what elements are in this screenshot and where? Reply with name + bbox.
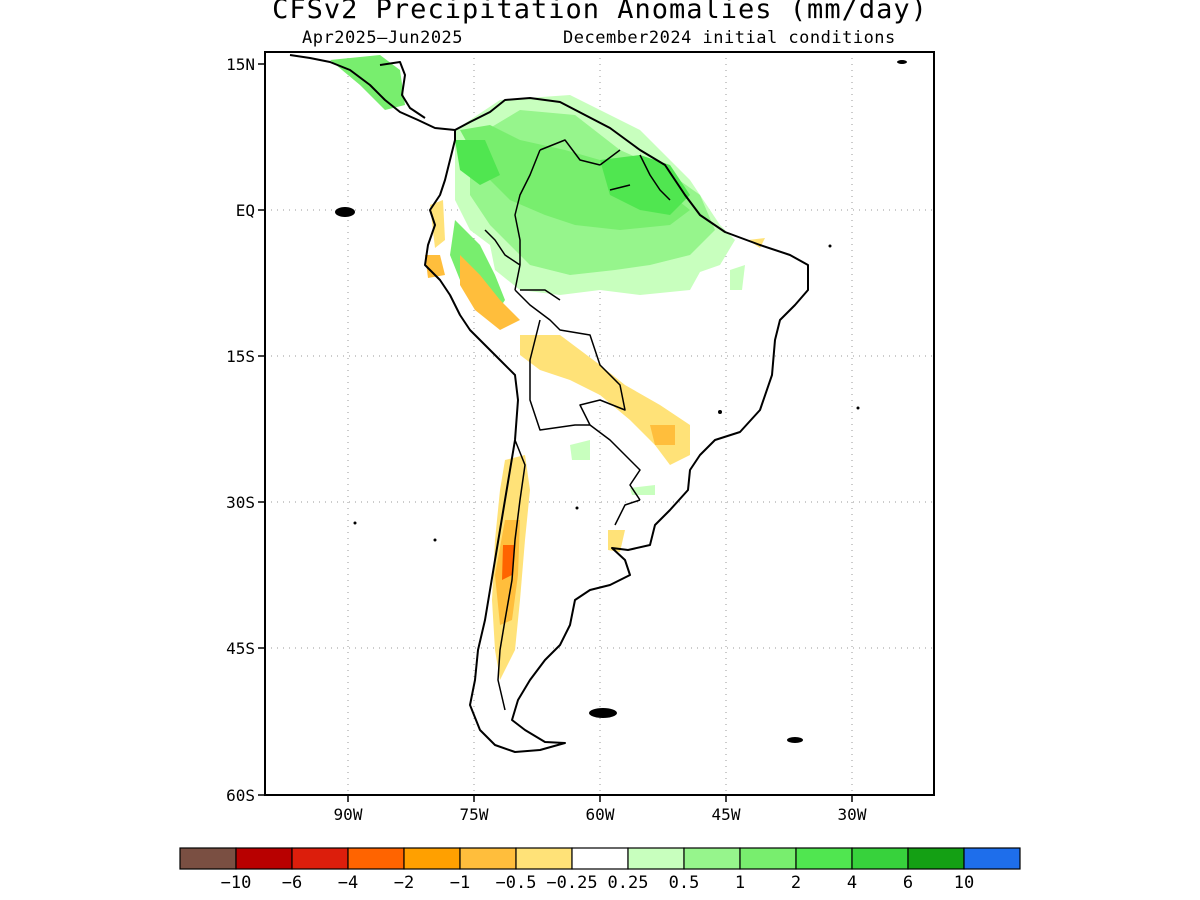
coastlines xyxy=(289,54,809,753)
colorbar-swatch xyxy=(851,847,909,870)
colorbar-label: −10 xyxy=(221,873,252,893)
colorbar-swatch xyxy=(571,847,629,870)
colorbar-swatch xyxy=(627,847,685,870)
lat-label-eq: EQ xyxy=(236,201,255,220)
caribbean-islands xyxy=(897,60,907,64)
lat-label-60s: 60S xyxy=(226,786,255,805)
lat-label-30s: 30S xyxy=(226,493,255,512)
lon-label-45w: 45W xyxy=(712,805,741,824)
galapagos-islands xyxy=(335,207,355,217)
dry-anomaly-uruguay xyxy=(608,530,625,552)
south-georgia xyxy=(787,737,803,743)
lon-label-60w: 60W xyxy=(586,805,615,824)
wet-anomaly-small-1 xyxy=(570,440,590,460)
lat-label-15s: 15S xyxy=(226,347,255,366)
colorbar-label: 0.5 xyxy=(669,873,700,893)
colorbar-swatch xyxy=(963,847,1021,870)
country-borders xyxy=(484,139,671,711)
small-island-4 xyxy=(718,410,722,414)
initial-conditions-label: December2024 initial conditions xyxy=(563,28,896,48)
colorbar-label: −2 xyxy=(394,873,414,893)
falkland-islands xyxy=(589,708,617,718)
colorbar-label: 10 xyxy=(954,873,974,893)
dry-anomaly-southeast xyxy=(650,425,675,445)
colorbar-swatch xyxy=(459,847,517,870)
small-island-1 xyxy=(353,521,357,525)
colorbar-label: −4 xyxy=(338,873,358,893)
lat-label-15n: 15N xyxy=(226,55,255,74)
dry-anomaly-band xyxy=(520,335,690,465)
colorbar-swatch xyxy=(515,847,573,870)
colorbar-label: 6 xyxy=(903,873,913,893)
axis-ticks xyxy=(258,63,853,802)
dry-anomaly-peru xyxy=(425,255,445,278)
colorbar-label: 0.25 xyxy=(608,873,649,893)
lon-label-90w: 90W xyxy=(334,805,363,824)
dry-anomaly-chile-strong xyxy=(502,545,515,580)
colorbar-label: 1 xyxy=(735,873,745,893)
colorbar-swatch xyxy=(291,847,349,870)
trindade-island xyxy=(856,406,860,410)
colorbar-swatch xyxy=(795,847,853,870)
lat-label-45s: 45S xyxy=(226,639,255,658)
anomaly-fields xyxy=(330,55,765,680)
colorbar-swatch xyxy=(179,847,237,870)
latitude-labels: 15N EQ 15S 30S 45S 60S xyxy=(226,55,255,805)
wet-anomaly-east-brazil xyxy=(730,265,745,290)
colorbar-label: 4 xyxy=(847,873,857,893)
lon-label-75w: 75W xyxy=(460,805,489,824)
dry-anomaly-andes-central xyxy=(460,255,520,330)
lon-label-30w: 30W xyxy=(838,805,867,824)
colorbar: −10 −6 −4 −2 −1 −0.5 −0.25 0.25 0.5 1 2 4 6 10 xyxy=(179,847,1021,893)
south-america-coastline xyxy=(424,97,809,753)
colorbar-swatch xyxy=(235,847,293,870)
small-island-2 xyxy=(433,538,437,542)
colorbar-label: 2 xyxy=(791,873,801,893)
wet-anomaly-small-2 xyxy=(630,485,655,495)
small-island-3 xyxy=(575,506,579,510)
colorbar-label: −0.25 xyxy=(546,873,597,893)
colorbar-swatch xyxy=(739,847,797,870)
colorbar-swatch xyxy=(403,847,461,870)
colorbar-swatch xyxy=(347,847,405,870)
colorbar-swatch xyxy=(683,847,741,870)
chart-title: CFSv2 Precipitation Anomalies (mm/day) xyxy=(272,0,928,25)
colorbar-label: −6 xyxy=(282,873,302,893)
colorbar-swatch xyxy=(907,847,965,870)
longitude-labels: 90W 75W 60W 45W 30W xyxy=(334,805,867,824)
colorbar-label: −0.5 xyxy=(496,873,537,893)
fernando-de-noronha xyxy=(828,244,832,248)
central-america-caribbean xyxy=(379,61,426,119)
wet-anomaly-colombia xyxy=(455,140,500,185)
central-america-coastline xyxy=(289,54,456,131)
islands xyxy=(335,60,907,743)
season-label: Apr2025–Jun2025 xyxy=(302,28,464,48)
dry-anomaly-andes-north xyxy=(430,200,445,248)
colorbar-label: −1 xyxy=(450,873,470,893)
